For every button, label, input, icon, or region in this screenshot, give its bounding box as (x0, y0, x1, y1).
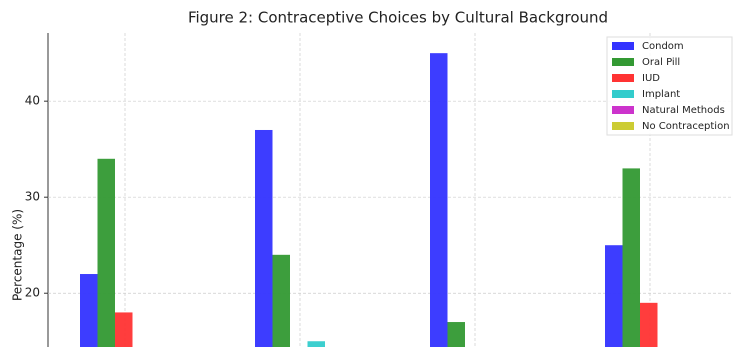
bar (307, 341, 325, 347)
legend-label: Natural Methods (642, 105, 725, 116)
legend-label: Oral Pill (642, 57, 680, 68)
legend-label: IUD (642, 73, 660, 84)
legend-box (606, 36, 733, 136)
bar (97, 158, 115, 347)
y-tick-label: 40 (25, 94, 40, 108)
legend-label: No Contraception (642, 121, 730, 132)
chart-title: Figure 2: Contraceptive Choices by Cultu… (188, 9, 608, 27)
legend-swatch (612, 90, 634, 98)
y-tick-label: 20 (25, 286, 40, 300)
y-axis-label: Percentage (%) (11, 209, 25, 301)
bar (640, 302, 658, 347)
bar (622, 168, 640, 347)
legend-swatch (612, 122, 634, 130)
legend-swatch (612, 106, 634, 114)
bar (80, 274, 98, 347)
legend-swatch (612, 42, 634, 50)
bar (255, 129, 273, 347)
bar (115, 312, 133, 347)
legend-swatch (612, 58, 634, 66)
bar (430, 53, 448, 347)
bar (605, 245, 623, 347)
bar (447, 322, 465, 347)
y-tick-label: 30 (25, 190, 40, 204)
legend-swatch (612, 74, 634, 82)
legend-label: Implant (642, 89, 680, 100)
legend-label: Condom (642, 41, 684, 52)
bar (272, 254, 290, 347)
